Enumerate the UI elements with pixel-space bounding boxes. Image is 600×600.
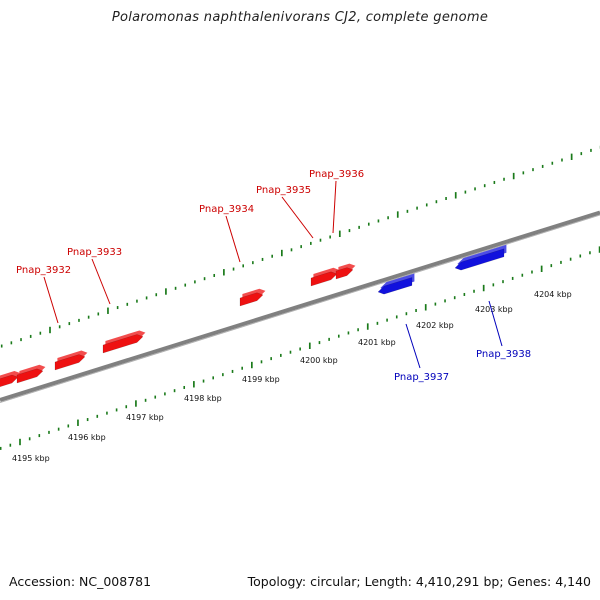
kbp-label: 4204 kbp [534, 290, 572, 299]
gene-arrow [103, 330, 145, 353]
leader-line [44, 277, 58, 323]
accession-text: Accession: NC_008781 [9, 574, 151, 589]
gene-arrow [55, 351, 87, 370]
leader-line [406, 324, 420, 368]
leader-line [282, 197, 313, 238]
gene-arrow [336, 264, 355, 279]
leader-line [92, 259, 110, 304]
leader-line [333, 181, 336, 233]
gene-label: Pnap_3935 [256, 185, 311, 196]
gene-label: Pnap_3937 [394, 372, 449, 383]
gene-label: Pnap_3938 [476, 349, 531, 360]
gene-label: Pnap_3933 [67, 247, 122, 258]
kbp-label: 4195 kbp [12, 454, 50, 463]
kbp-label: 4199 kbp [242, 375, 280, 384]
kbp-label: 4202 kbp [416, 321, 454, 330]
gene-label: Pnap_3932 [16, 265, 71, 276]
gene-label: Pnap_3936 [309, 169, 364, 180]
gene-label: Pnap_3934 [199, 204, 254, 215]
kbp-label: 4200 kbp [300, 356, 338, 365]
gene-arrow [17, 365, 45, 383]
kbp-label: 4203 kbp [475, 305, 513, 314]
genome-map: 4195 kbp 4196 kbp 4197 kbp 4198 kbp 4199 kbp… [0, 0, 600, 600]
genome-summary-text: Topology: circular; Length: 4,410,291 bp… [248, 574, 591, 589]
kbp-label: 4197 kbp [126, 413, 164, 422]
gene-arrow [240, 289, 265, 306]
kbp-scale-labels: 4195 kbp 4196 kbp 4197 kbp 4198 kbp 4199 kbp… [12, 290, 572, 463]
gene-arrow [311, 268, 339, 286]
kbp-label: 4201 kbp [358, 338, 396, 347]
kbp-label: 4196 kbp [68, 433, 106, 442]
leader-line [226, 216, 240, 262]
kbp-label: 4198 kbp [184, 394, 222, 403]
